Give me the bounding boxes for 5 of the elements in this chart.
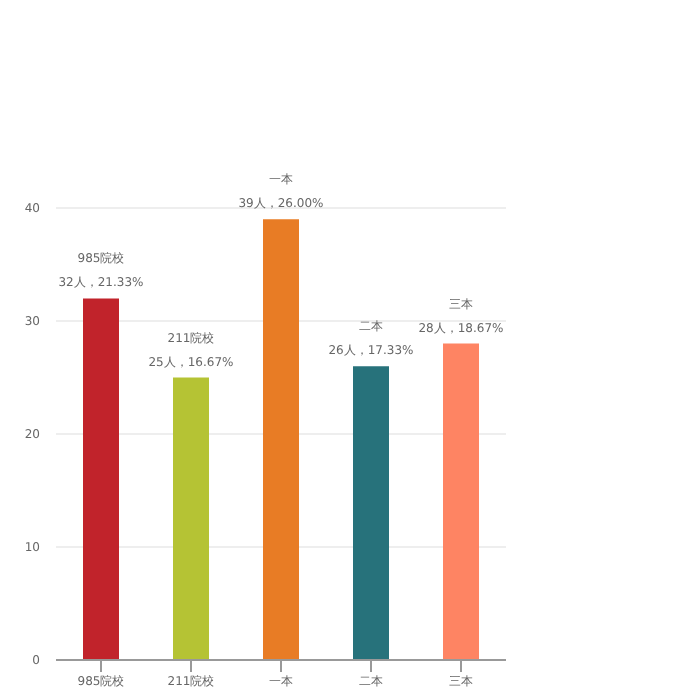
bar [83, 298, 119, 660]
bar [263, 219, 299, 660]
bar [443, 343, 479, 660]
bar [353, 366, 389, 660]
bar [173, 377, 209, 660]
